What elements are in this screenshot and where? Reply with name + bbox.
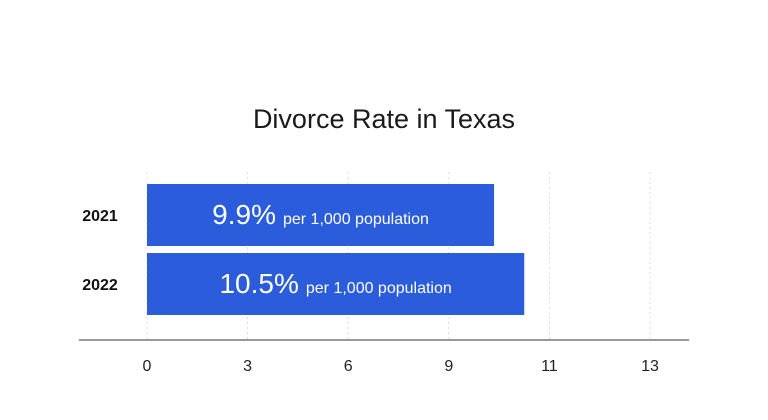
- chart-title: Divorce Rate in Texas: [252, 104, 516, 134]
- category-label: 2021: [82, 208, 118, 225]
- data-label: 10.5% per 1,000 population: [219, 268, 451, 299]
- x-tick-label: 3: [243, 358, 252, 375]
- value-label: 9.9%: [212, 199, 276, 230]
- x-tick-label: 6: [344, 358, 353, 375]
- x-tick-label: 13: [641, 358, 659, 375]
- x-tick-label: 0: [143, 358, 152, 375]
- category-label: 2022: [82, 277, 118, 294]
- bar-2022: [147, 253, 525, 315]
- data-label: 9.9% per 1,000 population: [212, 199, 429, 230]
- unit-label: per 1,000 population: [306, 280, 452, 297]
- bar-2021: [147, 184, 495, 246]
- x-tick-label: 9: [444, 358, 453, 375]
- value-label: 10.5%: [219, 268, 298, 299]
- unit-label: per 1,000 population: [283, 211, 429, 228]
- x-tick-label: 11: [541, 358, 558, 375]
